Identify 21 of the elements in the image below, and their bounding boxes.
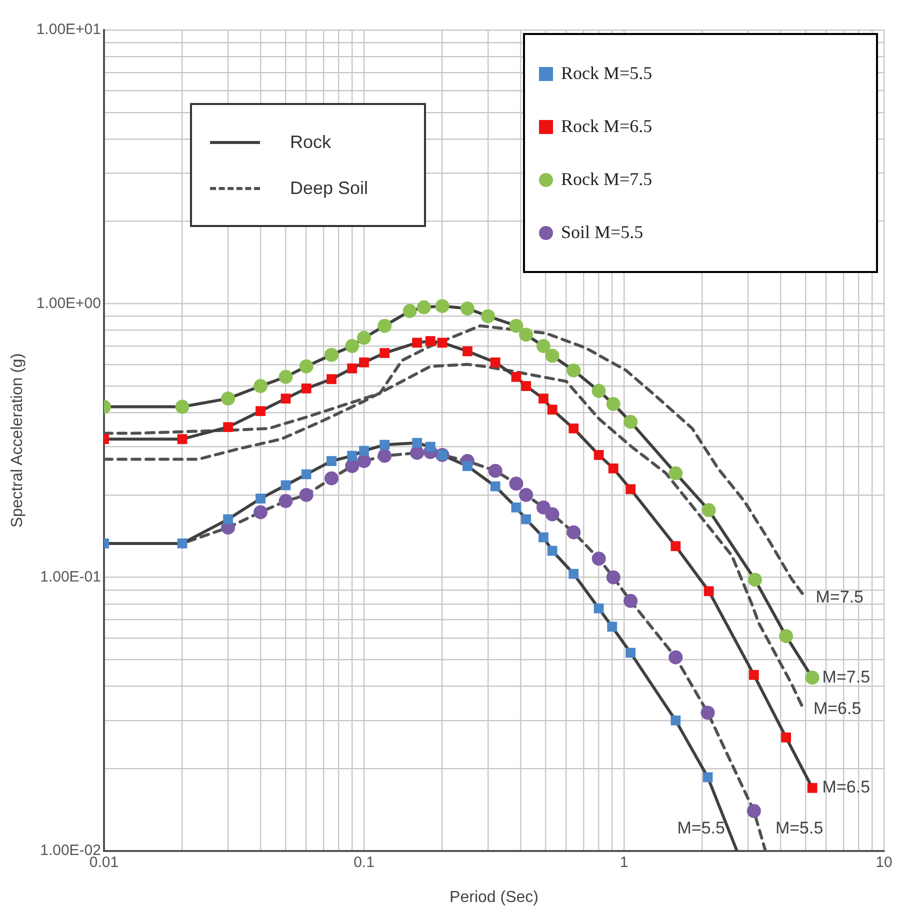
series-label: M=7.5 [822,667,870,686]
annotation: Deep Soil [290,178,368,198]
legend-label: Rock M=5.5 [561,63,652,84]
series-label: M=6.5 [813,698,862,718]
y-tick-label: 1.00E+00 [36,294,101,312]
y-axis-title: Spectral Acceleration (g) [9,353,26,528]
stroke-style-key: Rock Deep Soil [190,103,426,227]
y-tick-label: 1.00E+01 [36,21,101,38]
x-tick-label: 0.1 [354,854,374,872]
x-tick-label: 1 [620,854,628,872]
series-label: M=6.5 [822,778,870,797]
series-label: M=7.5 [816,588,864,607]
x-tick-label: 10 [876,854,892,872]
legend-label: Rock M=7.5 [561,169,652,190]
series-label: M=5.5 [775,818,824,838]
legend-label: Soil M=5.5 [561,222,644,243]
annotation: Rock [290,132,332,152]
y-tick-label: 1.00E-01 [40,568,101,586]
series-label: M=5.5 [677,818,725,838]
legend-label: Rock M=6.5 [561,116,652,137]
x-axis-title: Period (Sec) [450,888,538,906]
